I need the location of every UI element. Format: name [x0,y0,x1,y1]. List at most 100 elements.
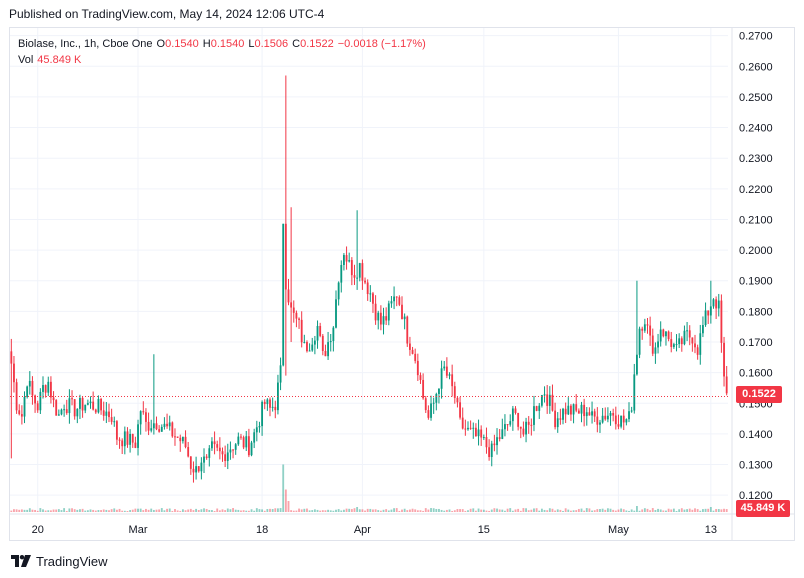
candle-body [155,423,158,430]
volume-bar [263,510,266,512]
candle-body [580,404,583,414]
volume-bar [593,510,596,512]
volume-bar [382,509,385,512]
volume-bar [435,508,438,512]
volume-bar [646,508,649,512]
volume-bar [387,510,390,512]
candle-body [638,328,641,355]
candle-body [358,263,361,278]
volume-bar [234,509,237,512]
volume-bar [401,509,403,512]
candle-body [364,280,366,283]
candle-body [422,379,425,399]
volume-bar [76,509,79,512]
volume-bar [398,510,401,512]
candle-body [725,376,728,394]
volume-bar [203,508,205,512]
volume-bar [13,509,15,512]
volume-bar [723,508,725,512]
footer-brand[interactable]: TradingView [11,552,108,570]
candle-body [102,410,105,416]
volume-line: Vol 45.849 K [18,52,426,68]
candle-body [308,350,311,352]
volume-bar [97,510,100,512]
candle-body [166,423,168,427]
published-caption: Published on TradingView.com, May 14, 20… [9,7,325,21]
volume-bar [155,509,158,512]
candle-body [651,335,654,354]
candle-body [625,419,628,423]
volume-bar [422,510,425,512]
volume-bar [577,508,580,512]
volume-bar [675,510,678,512]
volume-bar [340,510,343,512]
candle-body [52,397,55,401]
y-tick-label: 0.1800 [739,306,773,318]
candle-body [158,429,161,432]
volume-bar [377,510,380,512]
candle-body [192,468,195,473]
volume-bar [324,510,327,512]
candle-body [506,424,509,426]
volume-bar [168,508,171,512]
volume-bar [670,509,673,512]
candle-body [152,423,155,429]
candle-body [205,456,208,458]
candle-body [324,350,327,357]
volume-bar [432,508,435,512]
candle-body [699,333,702,355]
candle-body [469,427,472,429]
candle-body [263,401,266,405]
candle-body [113,421,116,423]
candle-body [427,410,430,418]
candle-body [488,447,491,458]
candle-body [522,428,525,435]
candle-body [591,411,593,416]
volume-bar [649,510,652,512]
volume-bar [205,508,208,512]
x-tick-label: 20 [32,524,44,536]
candle-body [567,405,570,415]
volume-bar [485,510,488,512]
volume-bar [712,510,715,512]
candle-body [258,426,261,428]
candle-body [361,263,364,281]
candle-body [477,429,480,437]
volume-bar [200,509,203,512]
candle-body [530,424,533,426]
candle-body [97,398,100,413]
candle-body [232,449,234,451]
candle-body [424,398,427,411]
candle-body [474,427,477,437]
volume-bar [419,510,422,512]
volume-bar [110,509,113,512]
candle-body [282,223,285,366]
candle-body [461,417,464,429]
candle-body [704,310,707,326]
volume-bar [361,509,364,512]
candle-body [374,303,377,321]
volume-bar [369,508,372,512]
candle-body [678,338,681,345]
volume-bar [411,508,414,512]
candle-body [390,301,393,304]
candle-body [100,398,102,411]
low-value: 0.1506 [254,38,289,50]
candle-body [295,312,298,319]
candle-body [472,427,475,429]
volume-bar [583,510,586,512]
y-tick-label: 0.1300 [739,460,773,472]
candle-body [385,316,388,321]
volume-bar [717,509,720,512]
volume-bar [105,509,108,512]
volume-bar [255,508,258,512]
volume-bar [300,509,303,512]
volume-bar [123,510,126,512]
volume-bar [118,508,121,512]
candle-body [691,337,694,344]
volume-bar [303,508,306,512]
volume-bar [42,509,44,512]
volume-bar [480,509,483,512]
last-volume-tag: 45.849 K [736,500,790,517]
